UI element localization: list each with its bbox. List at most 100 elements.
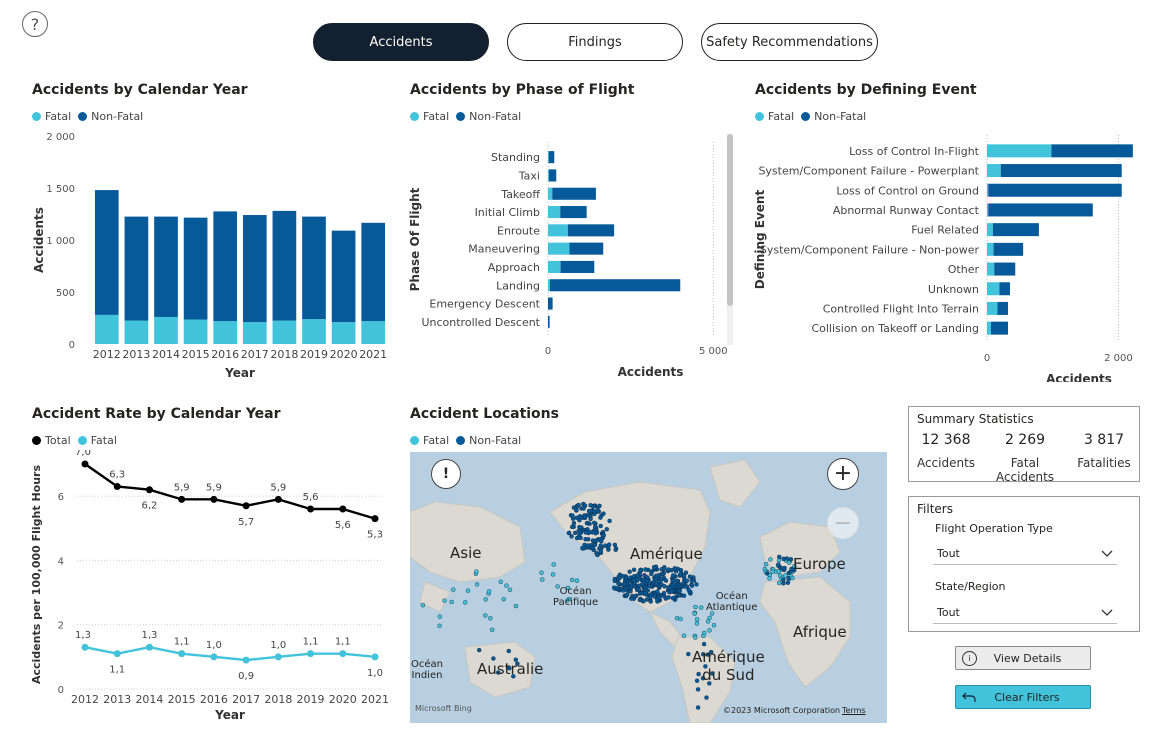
map-point bbox=[709, 649, 714, 655]
map-point bbox=[692, 611, 697, 616]
view-details-button[interactable]: i View Details bbox=[955, 646, 1091, 670]
map-point bbox=[693, 604, 698, 610]
map-point bbox=[569, 524, 575, 530]
map-point bbox=[681, 573, 687, 578]
bar-fatal bbox=[987, 223, 993, 237]
bar-nonfatal bbox=[183, 217, 208, 320]
map-point bbox=[572, 530, 578, 536]
bar-nonfatal bbox=[567, 224, 615, 237]
map-point bbox=[657, 595, 662, 600]
bar-nonfatal bbox=[993, 242, 1024, 256]
bar-nonfatal bbox=[94, 190, 119, 315]
map-point bbox=[643, 567, 648, 572]
legend-total-label: Total bbox=[45, 434, 71, 447]
bar-fatal bbox=[987, 183, 989, 197]
x-tick-label: 2018 bbox=[270, 348, 298, 361]
data-point bbox=[242, 502, 250, 510]
bar-fatal bbox=[183, 319, 208, 344]
map-point bbox=[486, 589, 492, 594]
map-point bbox=[551, 562, 556, 567]
operation-type-dropdown[interactable]: Tout bbox=[933, 543, 1117, 565]
map-label-america: Amérique bbox=[630, 545, 703, 563]
map-point bbox=[651, 564, 657, 570]
bar-nonfatal bbox=[361, 222, 386, 322]
data-point bbox=[274, 653, 282, 661]
bar-fatal bbox=[242, 322, 267, 344]
accident-map[interactable]: Asie Amérique Océan Pacifique Océan Atla… bbox=[410, 452, 887, 723]
legend-fatal-swatch bbox=[410, 436, 419, 445]
map-point bbox=[636, 587, 642, 593]
map-point bbox=[710, 671, 715, 676]
bar-fatal bbox=[987, 301, 998, 315]
map-point bbox=[604, 526, 610, 532]
y-tick-label: 0 bbox=[58, 685, 64, 696]
undo-icon bbox=[962, 692, 976, 702]
category-label: Taxi bbox=[518, 169, 540, 182]
tab-findings[interactable]: Findings bbox=[507, 23, 683, 61]
map-point bbox=[678, 616, 683, 622]
map-point bbox=[776, 562, 781, 567]
help-button[interactable]: ? bbox=[22, 11, 48, 37]
legend-nonfatal-label: Non-Fatal bbox=[469, 110, 522, 123]
map-label-australia: Australie bbox=[477, 660, 544, 678]
data-label: 1,0 bbox=[270, 640, 286, 651]
map-point bbox=[627, 569, 632, 574]
map-point bbox=[624, 592, 630, 597]
bar-fatal bbox=[94, 314, 119, 344]
map-point bbox=[576, 502, 581, 508]
map-point bbox=[694, 582, 699, 587]
tab-accidents-label: Accidents bbox=[369, 34, 433, 50]
map-point bbox=[474, 582, 480, 587]
map-point bbox=[483, 597, 488, 602]
data-label: 6,3 bbox=[109, 470, 125, 481]
map-point bbox=[606, 542, 612, 547]
map-point bbox=[689, 583, 695, 588]
state-region-dropdown[interactable]: Tout bbox=[933, 602, 1117, 624]
map-point bbox=[585, 537, 591, 542]
map-point bbox=[705, 652, 711, 657]
map-point bbox=[599, 539, 604, 544]
tab-findings-label: Findings bbox=[568, 34, 622, 50]
exclamation-circle-icon[interactable]: ! bbox=[431, 459, 461, 489]
tab-accidents[interactable]: Accidents bbox=[313, 23, 489, 61]
clear-filters-button[interactable]: Clear Filters bbox=[955, 685, 1091, 709]
map-point bbox=[437, 614, 442, 619]
summary-title: Summary Statistics bbox=[917, 412, 1034, 426]
bar-nonfatal bbox=[124, 216, 149, 321]
map-point bbox=[711, 623, 717, 628]
bar-fatal bbox=[154, 316, 178, 344]
x-tick-label: 2021 bbox=[361, 693, 389, 706]
data-label: 5,9 bbox=[270, 482, 286, 493]
map-point bbox=[582, 514, 588, 519]
category-label: Approach bbox=[488, 261, 540, 274]
zoom-in-button[interactable]: + bbox=[827, 458, 859, 490]
map-terms-link[interactable]: Terms bbox=[842, 706, 866, 715]
zoom-out-button[interactable]: − bbox=[827, 507, 859, 539]
category-label: Emergency Descent bbox=[429, 298, 540, 311]
bar-fatal bbox=[548, 242, 570, 255]
category-label: Landing bbox=[496, 279, 540, 292]
x-tick-label: 0 bbox=[984, 353, 990, 364]
y-tick-label: 2 bbox=[58, 621, 64, 632]
map-point bbox=[659, 571, 665, 577]
chart-accidents-by-event: 0 2 000 Loss of Control In-Flight System/Co… bbox=[753, 135, 1133, 382]
data-label: 5,9 bbox=[174, 482, 190, 493]
x-tick-label: 2013 bbox=[122, 348, 150, 361]
x-tick-label: 2021 bbox=[359, 348, 387, 361]
tab-safety-recommendations[interactable]: Safety Recommendations bbox=[701, 23, 878, 61]
data-label: 1,0 bbox=[367, 668, 383, 679]
category-label: Maneuvering bbox=[468, 243, 540, 256]
map-point bbox=[777, 554, 782, 560]
stat-accidents-value: 12 368 bbox=[921, 432, 971, 448]
map-legend: Fatal Non-Fatal bbox=[410, 434, 521, 447]
x-axis-title: Year bbox=[224, 366, 255, 380]
data-point bbox=[145, 643, 153, 651]
map-point bbox=[588, 503, 593, 508]
map-point bbox=[684, 578, 689, 583]
category-label: Abnormal Runway Contact bbox=[833, 204, 980, 217]
map-point bbox=[694, 617, 700, 622]
y-tick-label: 500 bbox=[56, 288, 75, 299]
chart-rate-title: Accident Rate by Calendar Year bbox=[32, 406, 281, 422]
landmass-asia bbox=[410, 501, 526, 583]
map-point bbox=[598, 548, 604, 554]
